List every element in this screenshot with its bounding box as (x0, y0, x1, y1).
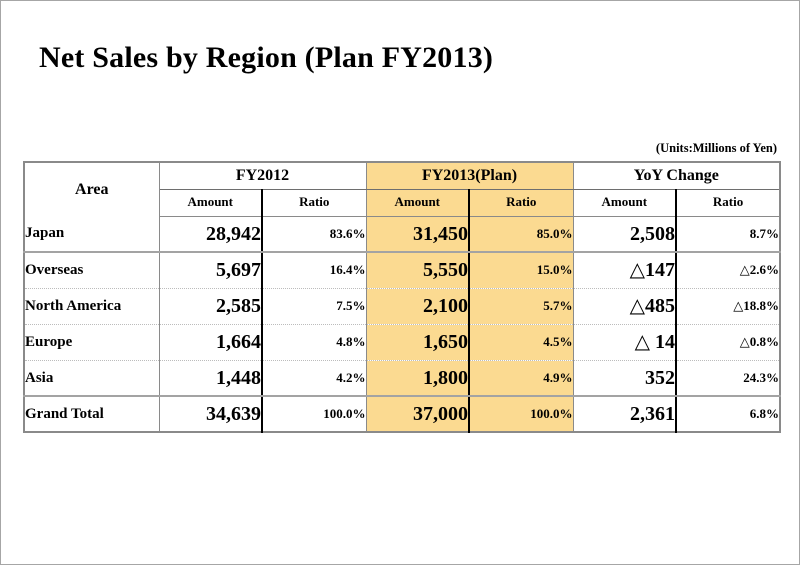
units-note: (Units:Millions of Yen) (655, 141, 777, 155)
area-label: Grand Total (24, 396, 160, 432)
fy2013-amount-cell: 31,450 (366, 216, 471, 253)
fy2012-ratio-cell: 4.2% (262, 360, 367, 397)
yoy-amount-cell: 352 (573, 360, 678, 397)
area-label: North America (24, 288, 160, 325)
yoy-amount-header: Amount (573, 189, 678, 217)
fy2012-amount-cell: 34,639 (159, 396, 263, 432)
fy2012-amount-cell: 1,448 (159, 360, 263, 397)
area-column-header: Area (24, 162, 160, 216)
sales-by-region-table: Area FY2012 FY2013(Plan) YoY Change Amou… (23, 161, 782, 433)
fy2013-amount-cell: 5,550 (366, 252, 471, 289)
yoy-ratio-cell: 6.8% (676, 396, 781, 432)
fy2013-ratio-cell: 85.0% (469, 216, 574, 253)
yoy-ratio-cell: △0.8% (676, 324, 781, 361)
fy2013-ratio-cell: 15.0% (469, 252, 574, 289)
fy2012-amount-cell: 1,664 (159, 324, 263, 361)
fy2012-amount-cell: 2,585 (159, 288, 263, 325)
area-label: Asia (24, 360, 160, 397)
yoy-ratio-cell: △18.8% (676, 288, 781, 325)
fy2013-amount-cell: 2,100 (366, 288, 471, 325)
yoy-amount-cell: △485 (573, 288, 678, 325)
fy2012-ratio-cell: 7.5% (262, 288, 367, 325)
fy2013-amount-header: Amount (366, 189, 471, 217)
table-row-japan: Japan 28,942 83.6% 31,450 85.0% 2,508 8.… (24, 216, 781, 253)
yoy-ratio-cell: △2.6% (676, 252, 781, 289)
fy2013-ratio-cell: 4.5% (469, 324, 574, 361)
fy2013-plan-group-header: FY2013(Plan) (366, 162, 574, 190)
yoy-ratio-header: Ratio (676, 189, 781, 217)
fy2012-ratio-cell: 100.0% (262, 396, 367, 432)
page-title: Net Sales by Region (Plan FY2013) (39, 41, 494, 75)
yoy-amount-cell: 2,508 (573, 216, 678, 253)
yoy-amount-cell: 2,361 (573, 396, 678, 432)
yoy-ratio-cell: 8.7% (676, 216, 781, 253)
fy2013-ratio-cell: 100.0% (469, 396, 574, 432)
fy2012-group-header: FY2012 (159, 162, 367, 190)
sub-header-row: Amount Ratio Amount Ratio Amount Ratio (24, 189, 781, 217)
table-row-north-america: North America 2,585 7.5% 2,100 5.7% △485… (24, 288, 781, 325)
fy2013-amount-cell: 1,800 (366, 360, 471, 397)
yoy-amount-cell: △ 14 (573, 324, 678, 361)
table-row-asia: Asia 1,448 4.2% 1,800 4.9% 352 24.3% (24, 360, 781, 397)
fy2013-ratio-header: Ratio (469, 189, 574, 217)
fy2013-ratio-cell: 5.7% (469, 288, 574, 325)
table-row-overseas: Overseas 5,697 16.4% 5,550 15.0% △147 △2… (24, 252, 781, 289)
fy2012-ratio-cell: 4.8% (262, 324, 367, 361)
area-label: Overseas (24, 252, 160, 289)
table-row-europe: Europe 1,664 4.8% 1,650 4.5% △ 14 △0.8% (24, 324, 781, 361)
fy2013-amount-cell: 37,000 (366, 396, 471, 432)
area-label: Europe (24, 324, 160, 361)
area-label: Japan (24, 216, 160, 253)
yoy-change-group-header: YoY Change (573, 162, 781, 190)
yoy-ratio-cell: 24.3% (676, 360, 781, 397)
fy2012-amount-header: Amount (159, 189, 263, 217)
table-row-grand-total: Grand Total 34,639 100.0% 37,000 100.0% … (24, 396, 781, 432)
yoy-amount-cell: △147 (573, 252, 678, 289)
fy2012-ratio-cell: 16.4% (262, 252, 367, 289)
fy2013-ratio-cell: 4.9% (469, 360, 574, 397)
fy2012-ratio-cell: 83.6% (262, 216, 367, 253)
fy2012-amount-cell: 5,697 (159, 252, 263, 289)
group-header-row: Area FY2012 FY2013(Plan) YoY Change (24, 162, 781, 216)
fy2012-amount-cell: 28,942 (159, 216, 263, 253)
fy2013-amount-cell: 1,650 (366, 324, 471, 361)
fy2012-ratio-header: Ratio (262, 189, 367, 217)
